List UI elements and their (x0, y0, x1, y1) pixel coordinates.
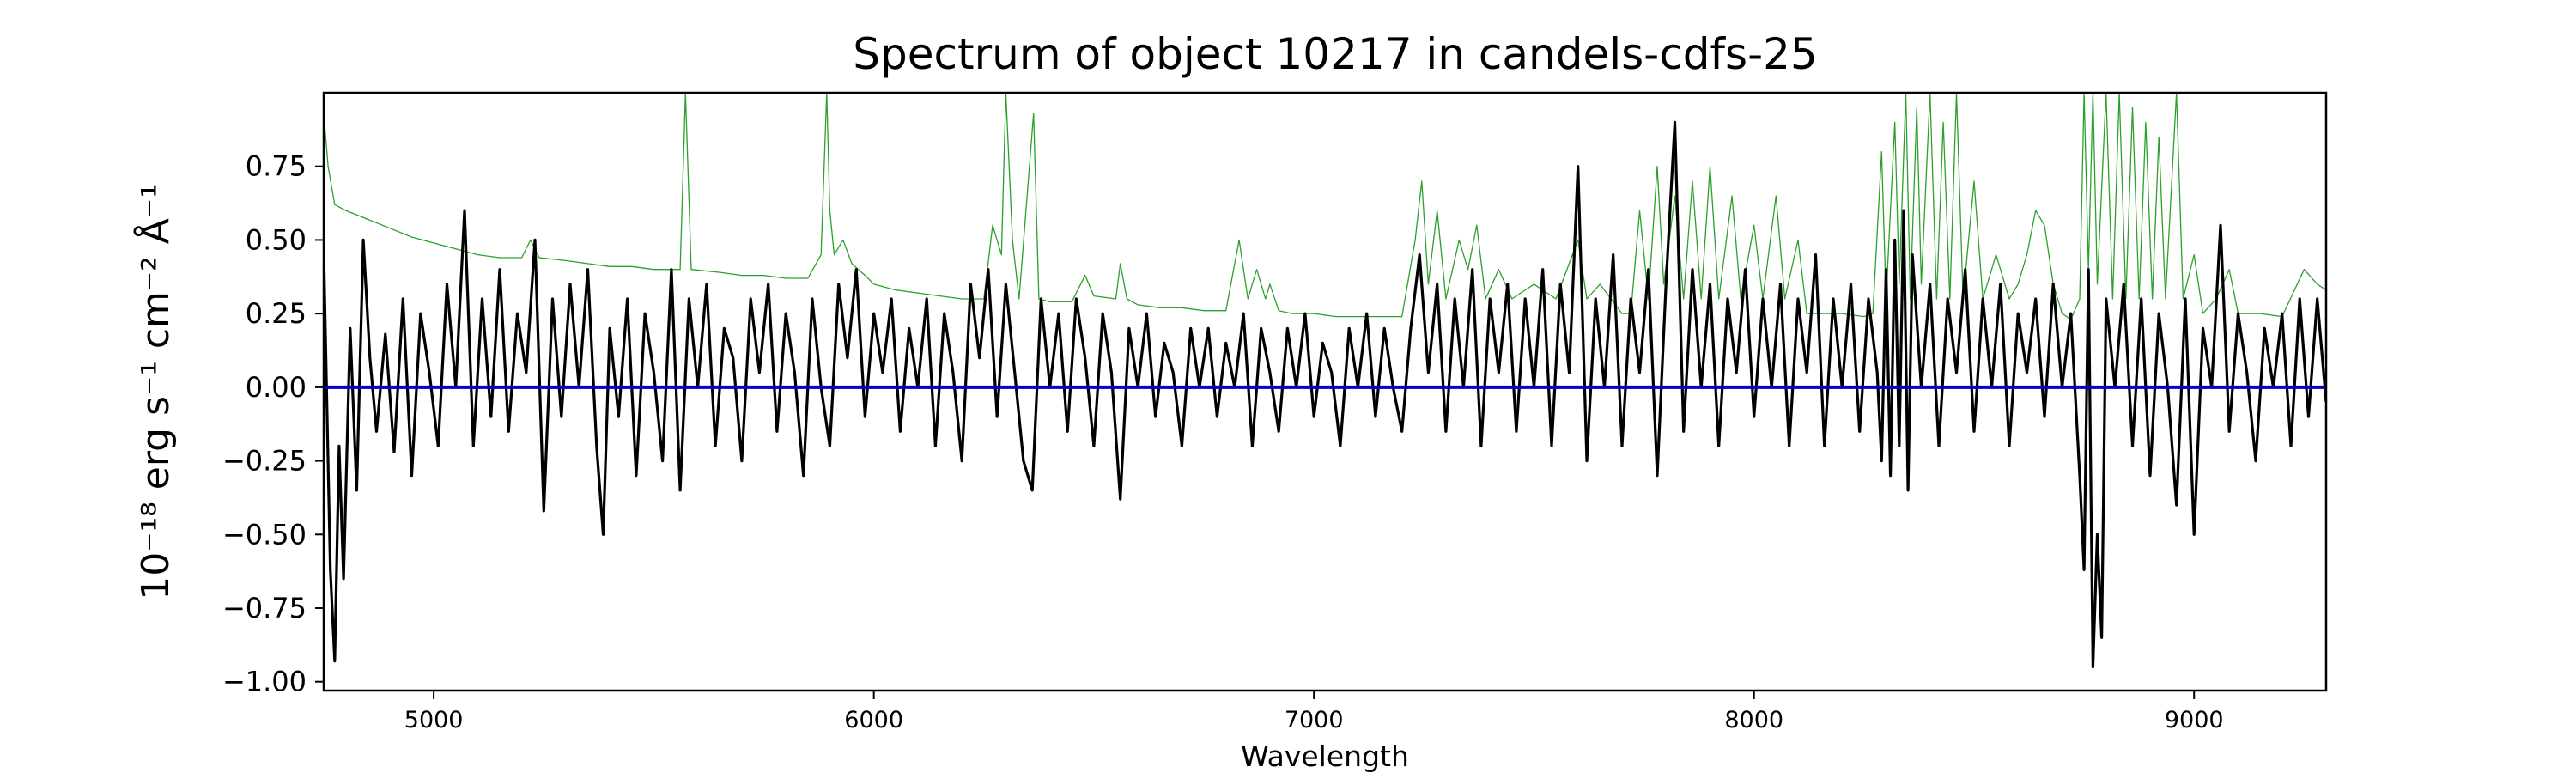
y-axis-label: 10⁻¹⁸ erg s⁻¹ cm⁻² Å⁻¹ (132, 183, 178, 600)
x-tick-label: 9000 (2165, 707, 2224, 733)
chart-title: Spectrum of object 10217 in candels-cdfs… (853, 29, 1818, 79)
y-tick-label: 0.00 (246, 371, 307, 404)
x-tick-label: 6000 (844, 707, 903, 733)
plot-frame (322, 91, 2328, 692)
x-tick-label: 8000 (1724, 707, 1783, 733)
y-tick-label: 0.25 (246, 297, 307, 330)
series-error-line (324, 93, 2326, 320)
y-tick-label: −1.00 (222, 666, 307, 698)
x-tick-label: 7000 (1285, 707, 1344, 733)
x-tick-label: 5000 (404, 707, 464, 733)
y-tick-label: −0.75 (222, 592, 307, 624)
y-tick-label: −0.50 (222, 518, 307, 551)
series-flux-line (324, 120, 2326, 669)
y-tick-label: 0.75 (246, 150, 307, 183)
y-tick-label: 0.50 (246, 223, 307, 256)
x-axis-label: Wavelength (1241, 740, 1409, 773)
y-axis: −1.00 −0.75 −0.50 −0.25 0.00 0.25 0.50 0.75 (222, 150, 324, 698)
y-tick-label: −0.25 (222, 445, 307, 478)
series-layer (324, 93, 2326, 669)
x-axis: 5000 6000 7000 8000 9000 (404, 691, 2224, 733)
